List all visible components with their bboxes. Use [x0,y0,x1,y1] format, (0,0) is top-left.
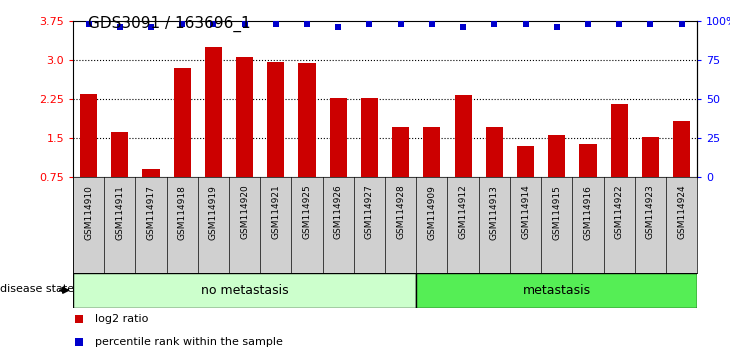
Bar [73,273,416,308]
Bar [455,96,472,177]
Text: percentile rank within the sample: percentile rank within the sample [95,337,283,348]
Bar [361,98,378,177]
Text: GSM114910: GSM114910 [84,185,93,240]
Bar [80,94,97,177]
Bar [673,121,690,177]
Text: metastasis: metastasis [523,284,591,297]
Bar [236,57,253,177]
Bar [423,127,440,177]
Bar [610,104,628,177]
Text: GSM114919: GSM114919 [209,185,218,240]
Bar [330,98,347,177]
Text: GSM114920: GSM114920 [240,185,249,239]
Bar [299,63,315,177]
Bar [485,127,503,177]
Text: GSM114918: GSM114918 [177,185,187,240]
Text: GSM114925: GSM114925 [302,185,312,239]
Text: no metastasis: no metastasis [201,284,288,297]
Text: GSM114928: GSM114928 [396,185,405,239]
Text: GSM114921: GSM114921 [272,185,280,239]
Bar [416,273,697,308]
Text: disease state: disease state [0,284,74,293]
Bar [142,169,160,177]
Text: GSM114912: GSM114912 [458,185,468,239]
Text: GSM114914: GSM114914 [521,185,530,239]
Bar [548,136,565,177]
Text: log2 ratio: log2 ratio [95,314,148,325]
Bar [517,146,534,177]
Text: GSM114909: GSM114909 [427,185,437,240]
Bar [205,47,222,177]
Bar [580,144,596,177]
Text: GSM114922: GSM114922 [615,185,623,239]
Text: GSM114923: GSM114923 [646,185,655,239]
Text: GSM114924: GSM114924 [677,185,686,239]
Bar [642,137,659,177]
Bar [111,132,128,177]
Text: GSM114927: GSM114927 [365,185,374,239]
Bar [174,68,191,177]
Text: GSM114917: GSM114917 [147,185,155,240]
Text: GDS3091 / 163696_1: GDS3091 / 163696_1 [88,16,250,32]
Text: GSM114916: GSM114916 [583,185,593,240]
Bar [267,62,285,177]
Text: GSM114926: GSM114926 [334,185,343,239]
Bar [392,127,410,177]
Text: GSM114913: GSM114913 [490,185,499,240]
Text: GSM114911: GSM114911 [115,185,124,240]
Text: GSM114915: GSM114915 [552,185,561,240]
